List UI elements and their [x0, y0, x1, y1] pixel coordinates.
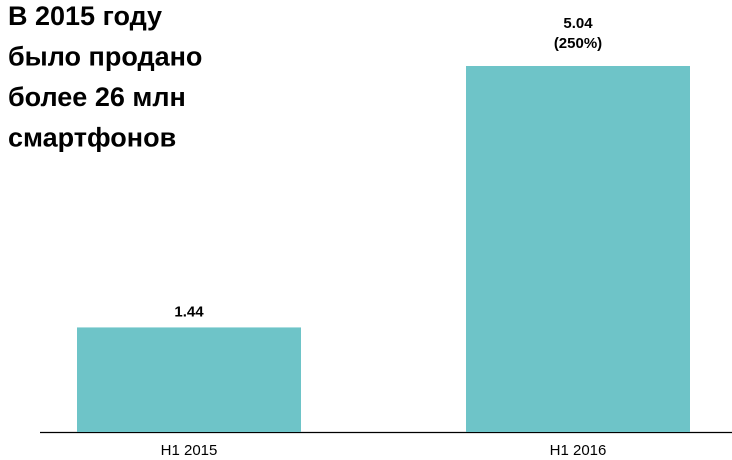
data-label: 1.44	[174, 303, 204, 320]
x-tick-label: H1 2015	[161, 442, 218, 459]
x-tick-label: H1 2016	[550, 442, 607, 459]
chart-title-line: более 26 млн	[8, 82, 186, 112]
data-label: 5.04	[563, 15, 593, 32]
chart-title-line: смартфонов	[8, 123, 176, 153]
annotation: (250%)	[554, 35, 602, 52]
chart-title-line: В 2015 году	[8, 1, 162, 31]
bar	[77, 327, 301, 432]
chart-title-line: было продано	[8, 42, 202, 72]
bar	[466, 66, 690, 432]
